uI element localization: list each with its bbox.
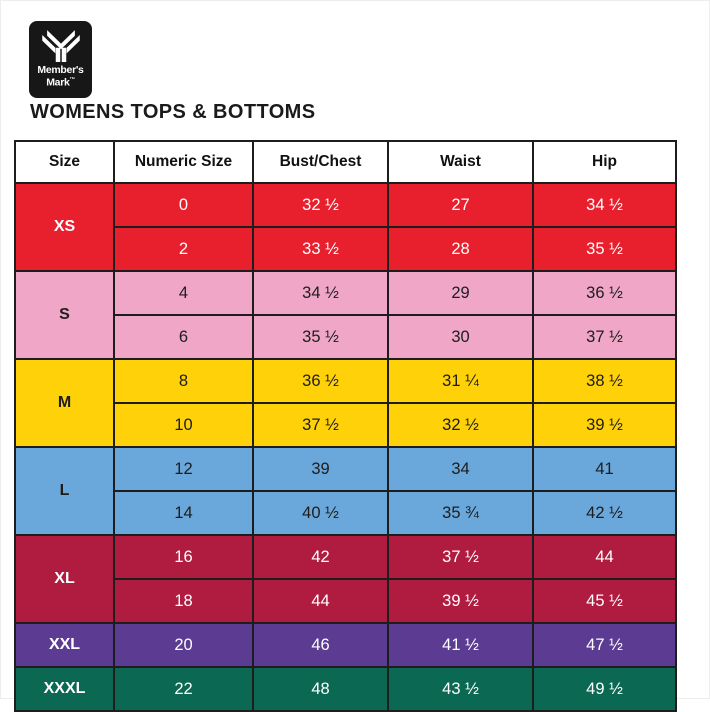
column-header-hip: Hip xyxy=(532,140,677,184)
waist-cell: 31 ¼ xyxy=(387,358,534,404)
bust-chest-cell: 36 ½ xyxy=(252,358,389,404)
header-row: Size Numeric Size Bust/Chest Waist Hip xyxy=(14,140,677,184)
table-row: XXL 20 46 41 ½ 47 ½ xyxy=(14,622,677,668)
hip-cell: 38 ½ xyxy=(532,358,677,404)
hip-cell: 34 ½ xyxy=(532,182,677,228)
numeric-size-cell: 18 xyxy=(113,578,254,624)
table-row: 18 44 39 ½ 45 ½ xyxy=(15,578,677,624)
numeric-size-cell: 4 xyxy=(113,270,254,316)
table-row: 2 33 ½ 28 35 ½ xyxy=(15,226,677,272)
logo-text-mark: Mark™ xyxy=(46,76,76,89)
waist-cell: 37 ½ xyxy=(387,534,534,580)
column-header-numeric-size: Numeric Size xyxy=(113,140,254,184)
hip-cell: 41 xyxy=(532,446,677,492)
hip-cell: 44 xyxy=(532,534,677,580)
hip-cell: 49 ½ xyxy=(532,666,677,712)
waist-cell: 39 ½ xyxy=(387,578,534,624)
numeric-size-cell: 22 xyxy=(113,666,254,712)
hip-cell: 47 ½ xyxy=(532,622,677,668)
table-row: XL 16 42 37 ½ 44 xyxy=(14,534,677,624)
members-mark-m-icon xyxy=(41,30,80,62)
table-row: S 4 34 ½ 29 36 ½ xyxy=(14,270,677,360)
numeric-size-cell: 16 xyxy=(113,534,254,580)
size-chart-table: Size Numeric Size Bust/Chest Waist Hip X… xyxy=(14,140,677,712)
hip-cell: 35 ½ xyxy=(532,226,677,272)
bust-chest-cell: 34 ½ xyxy=(252,270,389,316)
bust-chest-cell: 32 ½ xyxy=(252,182,389,228)
waist-cell: 32 ½ xyxy=(387,402,534,448)
table-row: 14 40 ½ 35 ¾ 42 ½ xyxy=(15,490,677,536)
page-title: WOMENS TOPS & BOTTOMS xyxy=(30,101,316,123)
numeric-size-cell: 2 xyxy=(113,226,254,272)
bust-chest-cell: 42 xyxy=(252,534,389,580)
table-row: XXXL 22 48 43 ½ 49 ½ xyxy=(14,666,677,712)
table-row: L 12 39 34 41 xyxy=(14,446,677,536)
size-group-cell-xxl: XXL xyxy=(14,622,115,668)
size-group-cell-s: S xyxy=(14,270,115,360)
numeric-size-cell: 10 xyxy=(113,402,254,448)
members-mark-logo: Member's Mark™ xyxy=(29,21,92,98)
column-header-size: Size xyxy=(14,140,115,184)
waist-cell: 30 xyxy=(387,314,534,360)
waist-cell: 35 ¾ xyxy=(387,490,534,536)
table-row: M 8 36 ½ 31 ¼ 38 ½ xyxy=(14,358,677,448)
hip-cell: 42 ½ xyxy=(532,490,677,536)
numeric-size-cell: 6 xyxy=(113,314,254,360)
bust-chest-cell: 33 ½ xyxy=(252,226,389,272)
size-group-cell-m: M xyxy=(14,358,115,448)
logo-text-members: Member's xyxy=(37,64,84,76)
column-header-bust-chest: Bust/Chest xyxy=(252,140,389,184)
bust-chest-cell: 40 ½ xyxy=(252,490,389,536)
hip-cell: 45 ½ xyxy=(532,578,677,624)
waist-cell: 29 xyxy=(387,270,534,316)
numeric-size-cell: 0 xyxy=(113,182,254,228)
size-group-cell-xs: XS xyxy=(14,182,115,272)
numeric-size-cell: 14 xyxy=(113,490,254,536)
hip-cell: 37 ½ xyxy=(532,314,677,360)
size-group-cell-xl: XL xyxy=(14,534,115,624)
numeric-size-cell: 12 xyxy=(113,446,254,492)
numeric-size-cell: 20 xyxy=(113,622,254,668)
bust-chest-cell: 44 xyxy=(252,578,389,624)
waist-cell: 43 ½ xyxy=(387,666,534,712)
bust-chest-cell: 35 ½ xyxy=(252,314,389,360)
bust-chest-cell: 37 ½ xyxy=(252,402,389,448)
waist-cell: 41 ½ xyxy=(387,622,534,668)
hip-cell: 36 ½ xyxy=(532,270,677,316)
bust-chest-cell: 46 xyxy=(252,622,389,668)
bust-chest-cell: 48 xyxy=(252,666,389,712)
trademark-symbol: ™ xyxy=(69,76,76,83)
numeric-size-cell: 8 xyxy=(113,358,254,404)
waist-cell: 28 xyxy=(387,226,534,272)
waist-cell: 27 xyxy=(387,182,534,228)
table-row: 6 35 ½ 30 37 ½ xyxy=(15,314,677,360)
column-header-waist: Waist xyxy=(387,140,534,184)
table-row: XS 0 32 ½ 27 34 ½ xyxy=(14,182,677,272)
bust-chest-cell: 39 xyxy=(252,446,389,492)
hip-cell: 39 ½ xyxy=(532,402,677,448)
table-row: 10 37 ½ 32 ½ 39 ½ xyxy=(15,402,677,448)
waist-cell: 34 xyxy=(387,446,534,492)
size-group-cell-xxxl: XXXL xyxy=(14,666,115,712)
size-group-cell-l: L xyxy=(14,446,115,536)
